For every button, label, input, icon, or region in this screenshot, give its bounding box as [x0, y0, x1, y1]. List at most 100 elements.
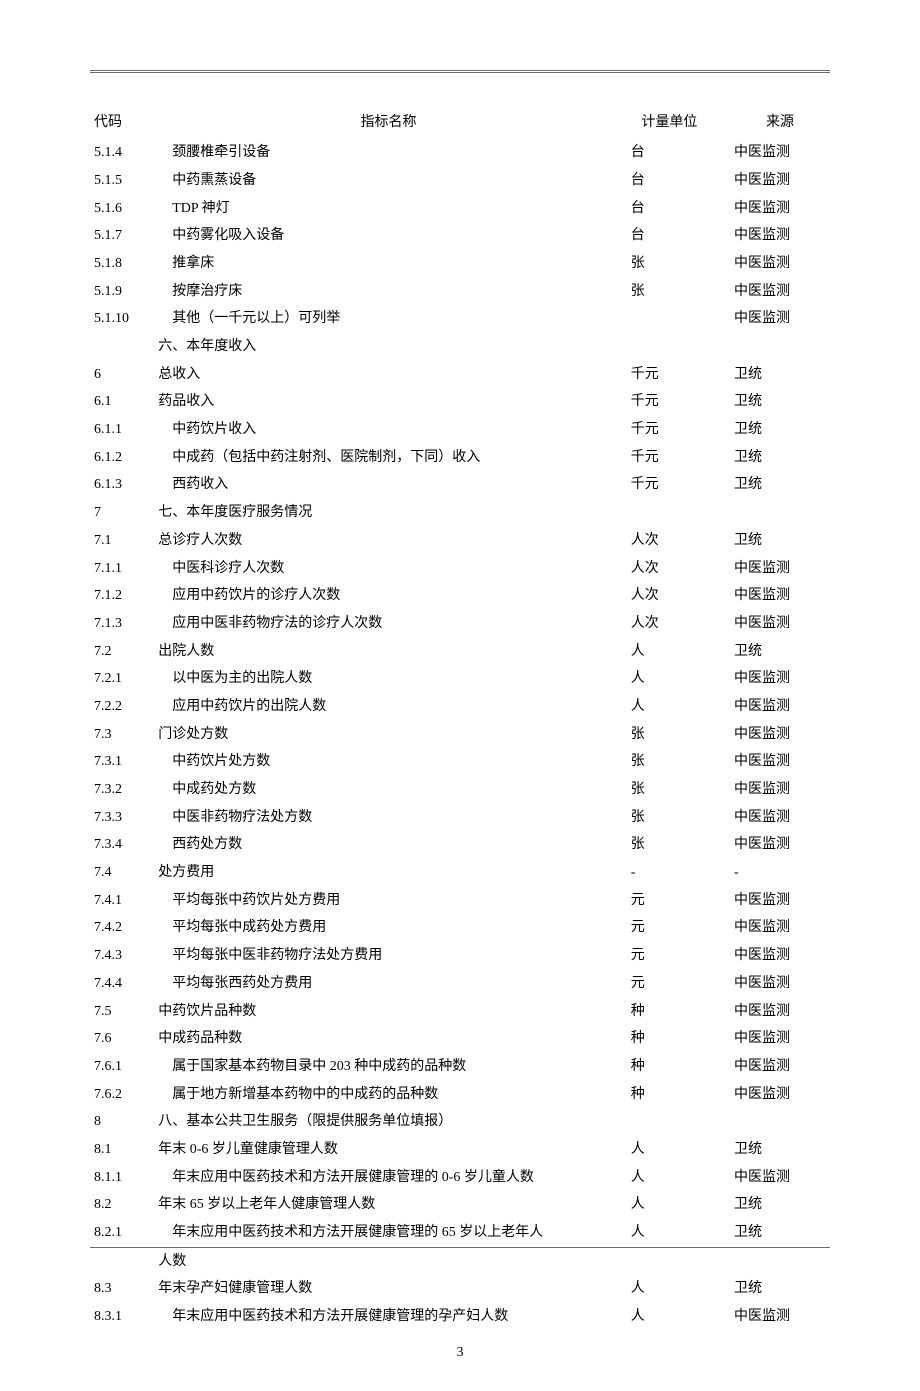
- cell-source: 中医监测: [716, 914, 830, 942]
- cell-code: 6.1.3: [90, 471, 154, 499]
- table-row: 7.1.3应用中医非药物疗法的诊疗人次数人次中医监测: [90, 610, 830, 638]
- table-row: 7.3.3中医非药物疗法处方数张中医监测: [90, 804, 830, 832]
- cell-name-text: 以中医为主的出院人数: [158, 671, 312, 686]
- cell-name: 属于地方新增基本药物中的中成药的品种数: [154, 1081, 622, 1109]
- cell-name-text: 门诊处方数: [158, 727, 228, 742]
- cell-code: 8.3: [90, 1275, 154, 1303]
- cell-source: [716, 1247, 830, 1275]
- table-row: 6.1.3西药收入千元卫统: [90, 471, 830, 499]
- cell-unit: 元: [623, 914, 716, 942]
- cell-unit: 人次: [623, 610, 716, 638]
- cell-source: 中医监测: [716, 665, 830, 693]
- cell-code: 7.3.2: [90, 776, 154, 804]
- cell-source: -: [716, 859, 830, 887]
- cell-source: 中医监测: [716, 804, 830, 832]
- cell-code: 8.3.1: [90, 1303, 154, 1331]
- cell-source: 中医监测: [716, 1053, 830, 1081]
- cell-code: 7.5: [90, 998, 154, 1026]
- cell-name: 八、基本公共卫生服务（限提供服务单位填报）: [154, 1108, 622, 1136]
- cell-source: 中医监测: [716, 1081, 830, 1109]
- cell-name-text: 推拿床: [158, 256, 214, 271]
- cell-name: 处方费用: [154, 859, 622, 887]
- cell-name-text: 年末应用中医药技术和方法开展健康管理的 65 岁以上老年人: [158, 1225, 543, 1240]
- cell-source: [716, 499, 830, 527]
- cell-name-text: 应用中药饮片的诊疗人次数: [158, 588, 340, 603]
- cell-code: 7: [90, 499, 154, 527]
- cell-source: 中医监测: [716, 555, 830, 583]
- cell-name-text: 西药处方数: [158, 837, 242, 852]
- table-row: 7.6中成药品种数种中医监测: [90, 1025, 830, 1053]
- cell-name: 平均每张中成药处方费用: [154, 914, 622, 942]
- cell-unit: 种: [623, 1025, 716, 1053]
- cell-unit: 台: [623, 139, 716, 167]
- cell-name: 药品收入: [154, 388, 622, 416]
- cell-name-text: 中药饮片品种数: [158, 1004, 256, 1019]
- cell-source: 中医监测: [716, 887, 830, 915]
- cell-name-text: 平均每张中医非药物疗法处方费用: [158, 948, 382, 963]
- cell-code: 7.3.4: [90, 831, 154, 859]
- cell-unit: 台: [623, 167, 716, 195]
- cell-source: 中医监测: [716, 610, 830, 638]
- table-row: 7七、本年度医疗服务情况: [90, 499, 830, 527]
- cell-code: 8.2.1: [90, 1219, 154, 1247]
- cell-name-text: 出院人数: [158, 644, 214, 659]
- table-row: 7.3.1中药饮片处方数张中医监测: [90, 748, 830, 776]
- table-row: 7.3.2中成药处方数张中医监测: [90, 776, 830, 804]
- cell-name-text: 属于地方新增基本药物中的中成药的品种数: [158, 1087, 438, 1102]
- cell-name: 门诊处方数: [154, 721, 622, 749]
- cell-unit: 人次: [623, 555, 716, 583]
- cell-name: 年末应用中医药技术和方法开展健康管理的 65 岁以上老年人: [154, 1219, 622, 1247]
- cell-name: 中成药处方数: [154, 776, 622, 804]
- cell-source: 卫统: [716, 1219, 830, 1247]
- cell-source: 卫统: [716, 1191, 830, 1219]
- cell-code: 8.1.1: [90, 1164, 154, 1192]
- cell-name-text: TDP 神灯: [158, 201, 229, 216]
- table-row: 7.1.2应用中药饮片的诊疗人次数人次中医监测: [90, 582, 830, 610]
- table-row: 7.6.2属于地方新增基本药物中的中成药的品种数种中医监测: [90, 1081, 830, 1109]
- cell-name: 中药饮片处方数: [154, 748, 622, 776]
- table-row: 7.3门诊处方数张中医监测: [90, 721, 830, 749]
- table-row: 7.3.4 西药处方数 张中医监测: [90, 831, 830, 859]
- cell-unit: 元: [623, 970, 716, 998]
- cell-name-text: 八、基本公共卫生服务（限提供服务单位填报）: [158, 1114, 452, 1129]
- table-row: 5.1.10其他（一千元以上）可列举中医监测: [90, 305, 830, 333]
- cell-code: [90, 333, 154, 361]
- cell-code: 7.4: [90, 859, 154, 887]
- header-code: 代码: [90, 104, 154, 140]
- cell-unit: 人: [623, 1191, 716, 1219]
- cell-code: 7.1.3: [90, 610, 154, 638]
- cell-name-text: 年末应用中医药技术和方法开展健康管理的 0-6 岁儿童人数: [158, 1170, 534, 1185]
- cell-unit: 张: [623, 250, 716, 278]
- cell-code: 6: [90, 361, 154, 389]
- cell-unit: 人次: [623, 582, 716, 610]
- table-head: 代码 指标名称 计量单位 来源: [90, 72, 830, 140]
- cell-name-text: 六、本年度收入: [158, 339, 256, 354]
- cell-source: 中医监测: [716, 139, 830, 167]
- cell-name: 总诊疗人次数: [154, 527, 622, 555]
- cell-name: 七、本年度医疗服务情况: [154, 499, 622, 527]
- cell-name: 中医非药物疗法处方数: [154, 804, 622, 832]
- table-row: 8.3年末孕产妇健康管理人数人卫统: [90, 1275, 830, 1303]
- table-row: 6.1药品收入千元卫统: [90, 388, 830, 416]
- cell-unit: 人次: [623, 527, 716, 555]
- cell-unit: 张: [623, 831, 716, 859]
- cell-source: 中医监测: [716, 582, 830, 610]
- table-row: 5.1.5中药熏蒸设备台中医监测: [90, 167, 830, 195]
- cell-source: 中医监测: [716, 831, 830, 859]
- cell-code: 7.3: [90, 721, 154, 749]
- table-row: 7.6.1属于国家基本药物目录中 203 种中成药的品种数种中医监测: [90, 1053, 830, 1081]
- table-row: 六、本年度收入: [90, 333, 830, 361]
- table-row: 7.4处方费用--: [90, 859, 830, 887]
- table-row: 7.4.3平均每张中医非药物疗法处方费用元中医监测: [90, 942, 830, 970]
- cell-name: 年末应用中医药技术和方法开展健康管理的孕产妇人数: [154, 1303, 622, 1331]
- cell-source: 中医监测: [716, 222, 830, 250]
- cell-unit: 人: [623, 638, 716, 666]
- cell-code: 6.1.1: [90, 416, 154, 444]
- cell-unit: 人: [623, 665, 716, 693]
- cell-source: 中医监测: [716, 1303, 830, 1331]
- header-row: 代码 指标名称 计量单位 来源: [90, 104, 830, 140]
- cell-name-text: 其他（一千元以上）可列举: [158, 311, 340, 326]
- cell-unit: 种: [623, 1053, 716, 1081]
- cell-unit: 千元: [623, 361, 716, 389]
- cell-code: 5.1.9: [90, 278, 154, 306]
